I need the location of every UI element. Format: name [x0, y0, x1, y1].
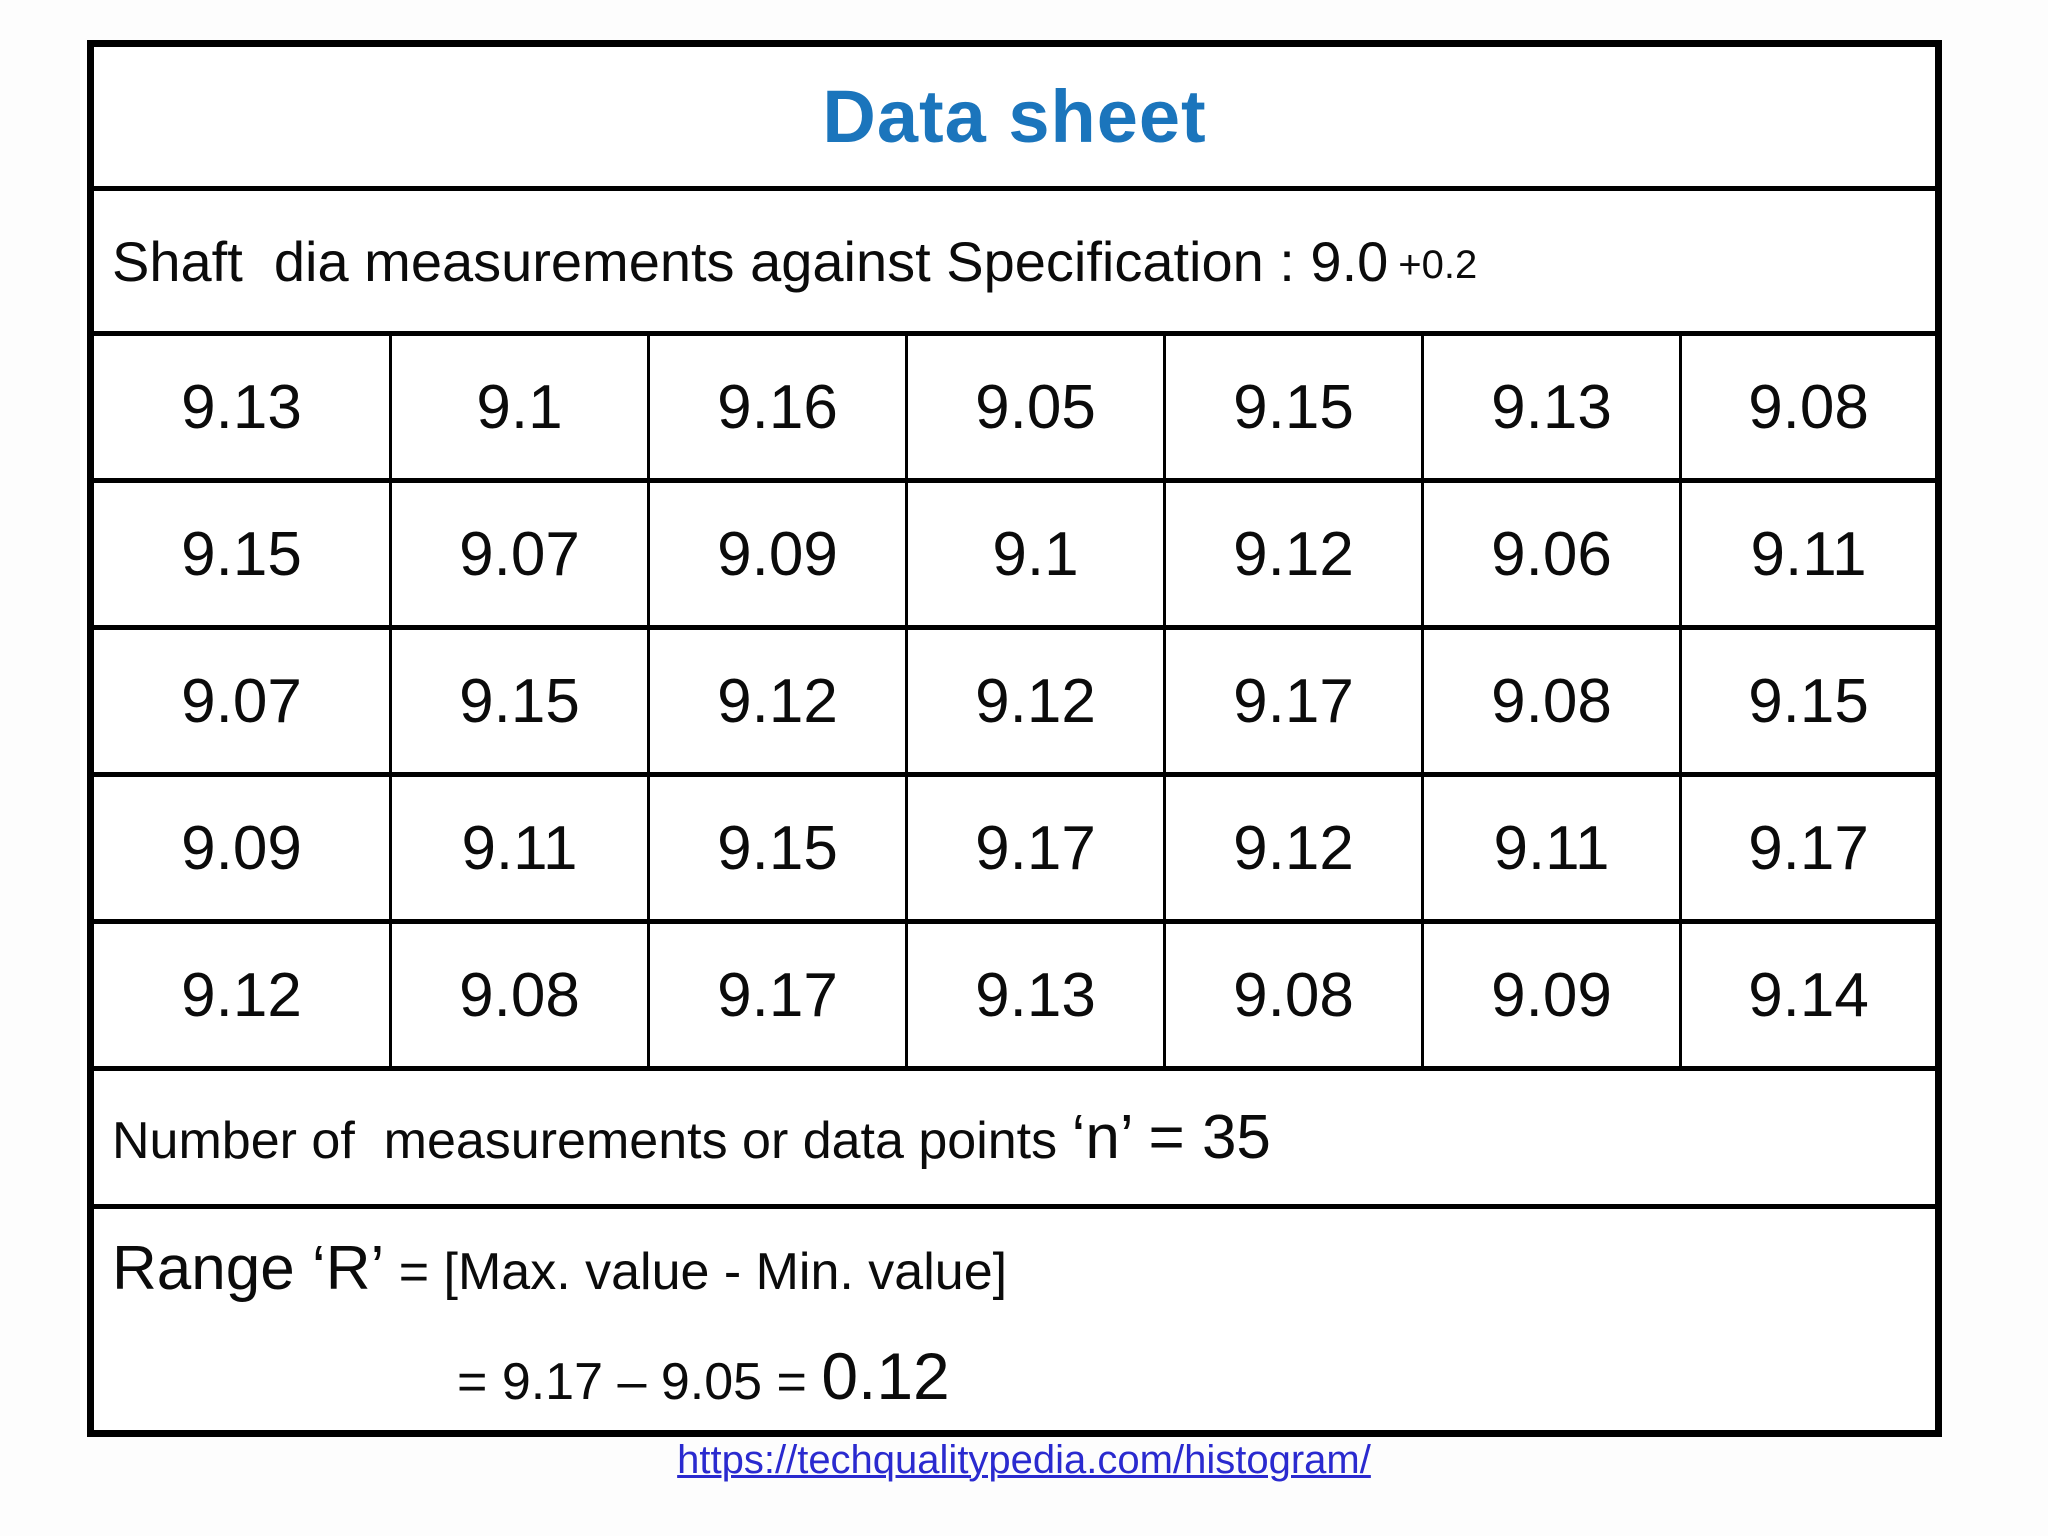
measurement-cell: 9.12 [1163, 772, 1424, 924]
measurement-cell: 9.17 [905, 772, 1166, 924]
measurement-cell: 9.08 [1678, 331, 1941, 483]
measurement-cell: 9.15 [89, 478, 392, 630]
datasheet-table: Data sheet Shaft dia measurements agains… [87, 40, 1943, 1437]
measurement-row: 9.15 9.07 9.09 9.1 9.12 9.06 9.11 [89, 478, 1941, 630]
spec-row: Shaft dia measurements against Specifica… [88, 186, 1941, 336]
measurement-cell: 9.11 [1421, 772, 1682, 924]
measurement-cell: 9.07 [89, 625, 392, 777]
count-row: Number of measurements or data points ‘n… [88, 1066, 1941, 1209]
footer: https://techqualitypedia.com/histogram/ [0, 1438, 2048, 1483]
measurement-cell: 9.13 [905, 919, 1166, 1071]
range-calculation: = 9.17 – 9.05 = [457, 1353, 822, 1411]
measurement-cell: 9.09 [1421, 919, 1682, 1071]
range-formula-line: Range ‘R’ = [Max. value - Min. value] [112, 1233, 1935, 1304]
measurement-cell: 9.17 [647, 919, 908, 1071]
count-label: Number of measurements or data points [112, 1112, 1072, 1170]
measurement-cell: 9.12 [89, 919, 392, 1071]
measurement-row: 9.07 9.15 9.12 9.12 9.17 9.08 9.15 [89, 625, 1941, 777]
measurement-row: 9.12 9.08 9.17 9.13 9.08 9.09 9.14 [89, 919, 1941, 1071]
spec-text: Shaft dia measurements against Specifica… [112, 229, 1311, 293]
spec-tolerance-value: +0.2 [1398, 242, 1478, 287]
measurement-cell: 9.08 [1421, 625, 1682, 777]
measurement-row: 9.09 9.11 9.15 9.17 9.12 9.11 9.17 [89, 772, 1941, 924]
measurement-cell: 9.13 [1421, 331, 1682, 483]
measurement-cell: 9.1 [389, 331, 650, 483]
page-title: Data sheet [822, 75, 1207, 158]
measurement-cell: 9.13 [89, 331, 392, 483]
measurement-cell: 9.08 [1163, 919, 1424, 1071]
measurement-cell: 9.17 [1678, 772, 1941, 924]
measurement-cell: 9.12 [647, 625, 908, 777]
measurement-cell: 9.16 [647, 331, 908, 483]
measurement-row: 9.13 9.1 9.16 9.05 9.15 9.13 9.08 [89, 331, 1941, 483]
measurement-cell: 9.1 [905, 478, 1166, 630]
measurement-cell: 9.15 [1163, 331, 1424, 483]
measurement-cell: 9.12 [1163, 478, 1424, 630]
measurement-cell: 9.11 [1678, 478, 1941, 630]
measurement-cell: 9.05 [905, 331, 1166, 483]
spec-nominal-value: 9.0 [1310, 229, 1389, 293]
measurement-cell: 9.06 [1421, 478, 1682, 630]
measurement-cell: 9.14 [1678, 919, 1941, 1071]
title-row: Data sheet [88, 41, 1941, 191]
range-calculation-line: = 9.17 – 9.05 = 0.12 [112, 1338, 1935, 1414]
measurement-cell: 9.07 [389, 478, 650, 630]
range-result-value: 0.12 [821, 1339, 950, 1413]
measurement-cell: 9.15 [1678, 625, 1941, 777]
measurement-cell: 9.15 [389, 625, 650, 777]
measurement-cell: 9.09 [647, 478, 908, 630]
count-value: ‘n’ = 35 [1071, 1103, 1271, 1172]
measurement-cell: 9.17 [1163, 625, 1424, 777]
range-equals: = [384, 1243, 444, 1301]
range-formula: [Max. value - Min. value] [443, 1243, 1008, 1301]
measurement-cell: 9.12 [905, 625, 1166, 777]
measurement-cell: 9.15 [647, 772, 908, 924]
footer-link[interactable]: https://techqualitypedia.com/histogram/ [677, 1438, 1371, 1482]
range-row: Range ‘R’ = [Max. value - Min. value] = … [88, 1204, 1941, 1436]
measurement-cell: 9.09 [89, 772, 392, 924]
measurement-cell: 9.11 [389, 772, 650, 924]
range-label: Range ‘R’ [112, 1234, 385, 1303]
measurement-cell: 9.08 [389, 919, 650, 1071]
